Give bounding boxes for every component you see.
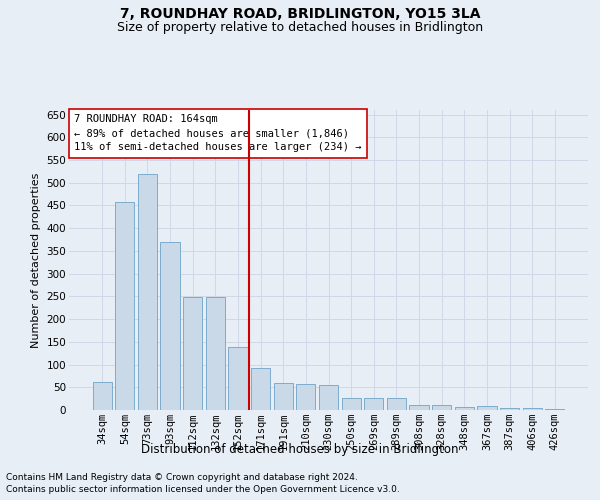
- Text: Size of property relative to detached houses in Bridlington: Size of property relative to detached ho…: [117, 21, 483, 34]
- Bar: [523, 408, 542, 410]
- Y-axis label: Number of detached properties: Number of detached properties: [31, 172, 41, 348]
- Bar: [92, 382, 112, 410]
- Bar: [364, 398, 383, 410]
- Bar: [274, 382, 293, 410]
- Bar: [341, 398, 361, 410]
- Bar: [455, 408, 474, 410]
- Bar: [387, 398, 406, 410]
- Text: Contains HM Land Registry data © Crown copyright and database right 2024.: Contains HM Land Registry data © Crown c…: [6, 472, 358, 482]
- Bar: [115, 202, 134, 410]
- Text: Contains public sector information licensed under the Open Government Licence v3: Contains public sector information licen…: [6, 485, 400, 494]
- Bar: [138, 174, 157, 410]
- Bar: [251, 368, 270, 410]
- Bar: [432, 405, 451, 410]
- Bar: [477, 406, 497, 410]
- Bar: [296, 384, 316, 410]
- Bar: [183, 298, 202, 410]
- Text: 7, ROUNDHAY ROAD, BRIDLINGTON, YO15 3LA: 7, ROUNDHAY ROAD, BRIDLINGTON, YO15 3LA: [120, 8, 480, 22]
- Bar: [500, 408, 519, 410]
- Bar: [319, 385, 338, 410]
- Bar: [206, 298, 225, 410]
- Bar: [409, 405, 428, 410]
- Bar: [229, 348, 248, 410]
- Text: 7 ROUNDHAY ROAD: 164sqm
← 89% of detached houses are smaller (1,846)
11% of semi: 7 ROUNDHAY ROAD: 164sqm ← 89% of detache…: [74, 114, 362, 152]
- Bar: [545, 408, 565, 410]
- Text: Distribution of detached houses by size in Bridlington: Distribution of detached houses by size …: [141, 442, 459, 456]
- Bar: [160, 242, 180, 410]
